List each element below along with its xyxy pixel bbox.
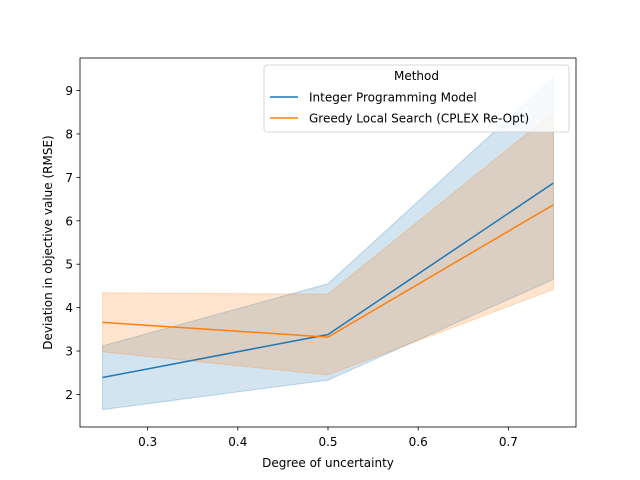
y-tick-label: 9: [65, 84, 73, 98]
y-axis-label: Deviation in objective value (RMSE): [41, 135, 55, 349]
ci-band-greedy-local-search-cplex-re-opt: [102, 111, 554, 376]
legend-box: [263, 64, 570, 133]
series-lines: [102, 182, 554, 379]
y-tick-label: 5: [65, 258, 73, 272]
x-tick-label: 0.5: [318, 435, 337, 449]
y-axis-ticks: 2 3 4 5 6 7 8 9: [65, 84, 80, 402]
legend: Method Integer Programming Model Greedy …: [263, 64, 570, 133]
x-axis-label: Degree of uncertainty: [262, 456, 394, 470]
ci-band-integer-programming-model: [102, 76, 554, 411]
confidence-bands: [102, 76, 554, 411]
x-tick-label: 0.4: [228, 435, 247, 449]
y-tick-label: 3: [65, 345, 73, 359]
legend-label-integer-programming: Integer Programming Model: [309, 91, 477, 105]
legend-label-greedy-local-search: Greedy Local Search (CPLEX Re-Opt): [309, 112, 529, 126]
series-line-integer-programming-model: [102, 182, 554, 379]
series-line-greedy-local-search-cplex-re-opt: [102, 204, 554, 338]
x-axis-ticks: 0.3 0.4 0.5 0.6 0.7: [138, 427, 518, 449]
y-tick-label: 7: [65, 171, 73, 185]
y-tick-label: 6: [65, 214, 73, 228]
y-tick-label: 4: [65, 301, 73, 315]
y-tick-label: 2: [65, 388, 73, 402]
legend-title: Method: [394, 69, 439, 83]
y-tick-label: 8: [65, 127, 73, 141]
x-tick-label: 0.3: [138, 435, 157, 449]
x-tick-label: 0.6: [409, 435, 428, 449]
x-tick-label: 0.7: [499, 435, 518, 449]
